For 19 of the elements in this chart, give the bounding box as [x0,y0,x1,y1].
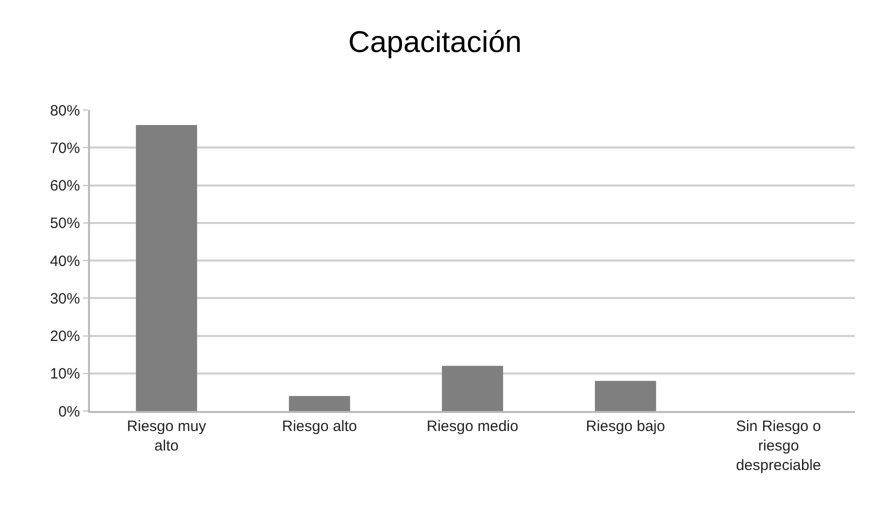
x-tick-label: Riesgo bajo [586,418,666,435]
bar [594,380,656,411]
chart-title: Capacitación [348,26,522,60]
bar [288,396,350,411]
y-tick-label: 10% [50,366,80,383]
y-tick-label: 0% [58,403,80,420]
x-tick-label: Riesgo medio [426,418,518,435]
y-tick-label: 30% [50,290,80,308]
bar [136,125,198,411]
y-tick-label: 50% [50,215,80,232]
y-tick-label: 20% [50,328,80,345]
y-tick-label: 60% [50,178,80,194]
x-tick-label: Riesgo alto [282,418,358,435]
y-tick-label: 70% [50,140,80,157]
y-tick-label: 80% [50,102,80,120]
x-tick-label: Sin Riesgo o riesgo despreciable [736,418,822,474]
y-tick-label: 40% [50,252,80,270]
bar [442,366,504,411]
x-tick-label: Riesgo muy alto [126,418,207,454]
